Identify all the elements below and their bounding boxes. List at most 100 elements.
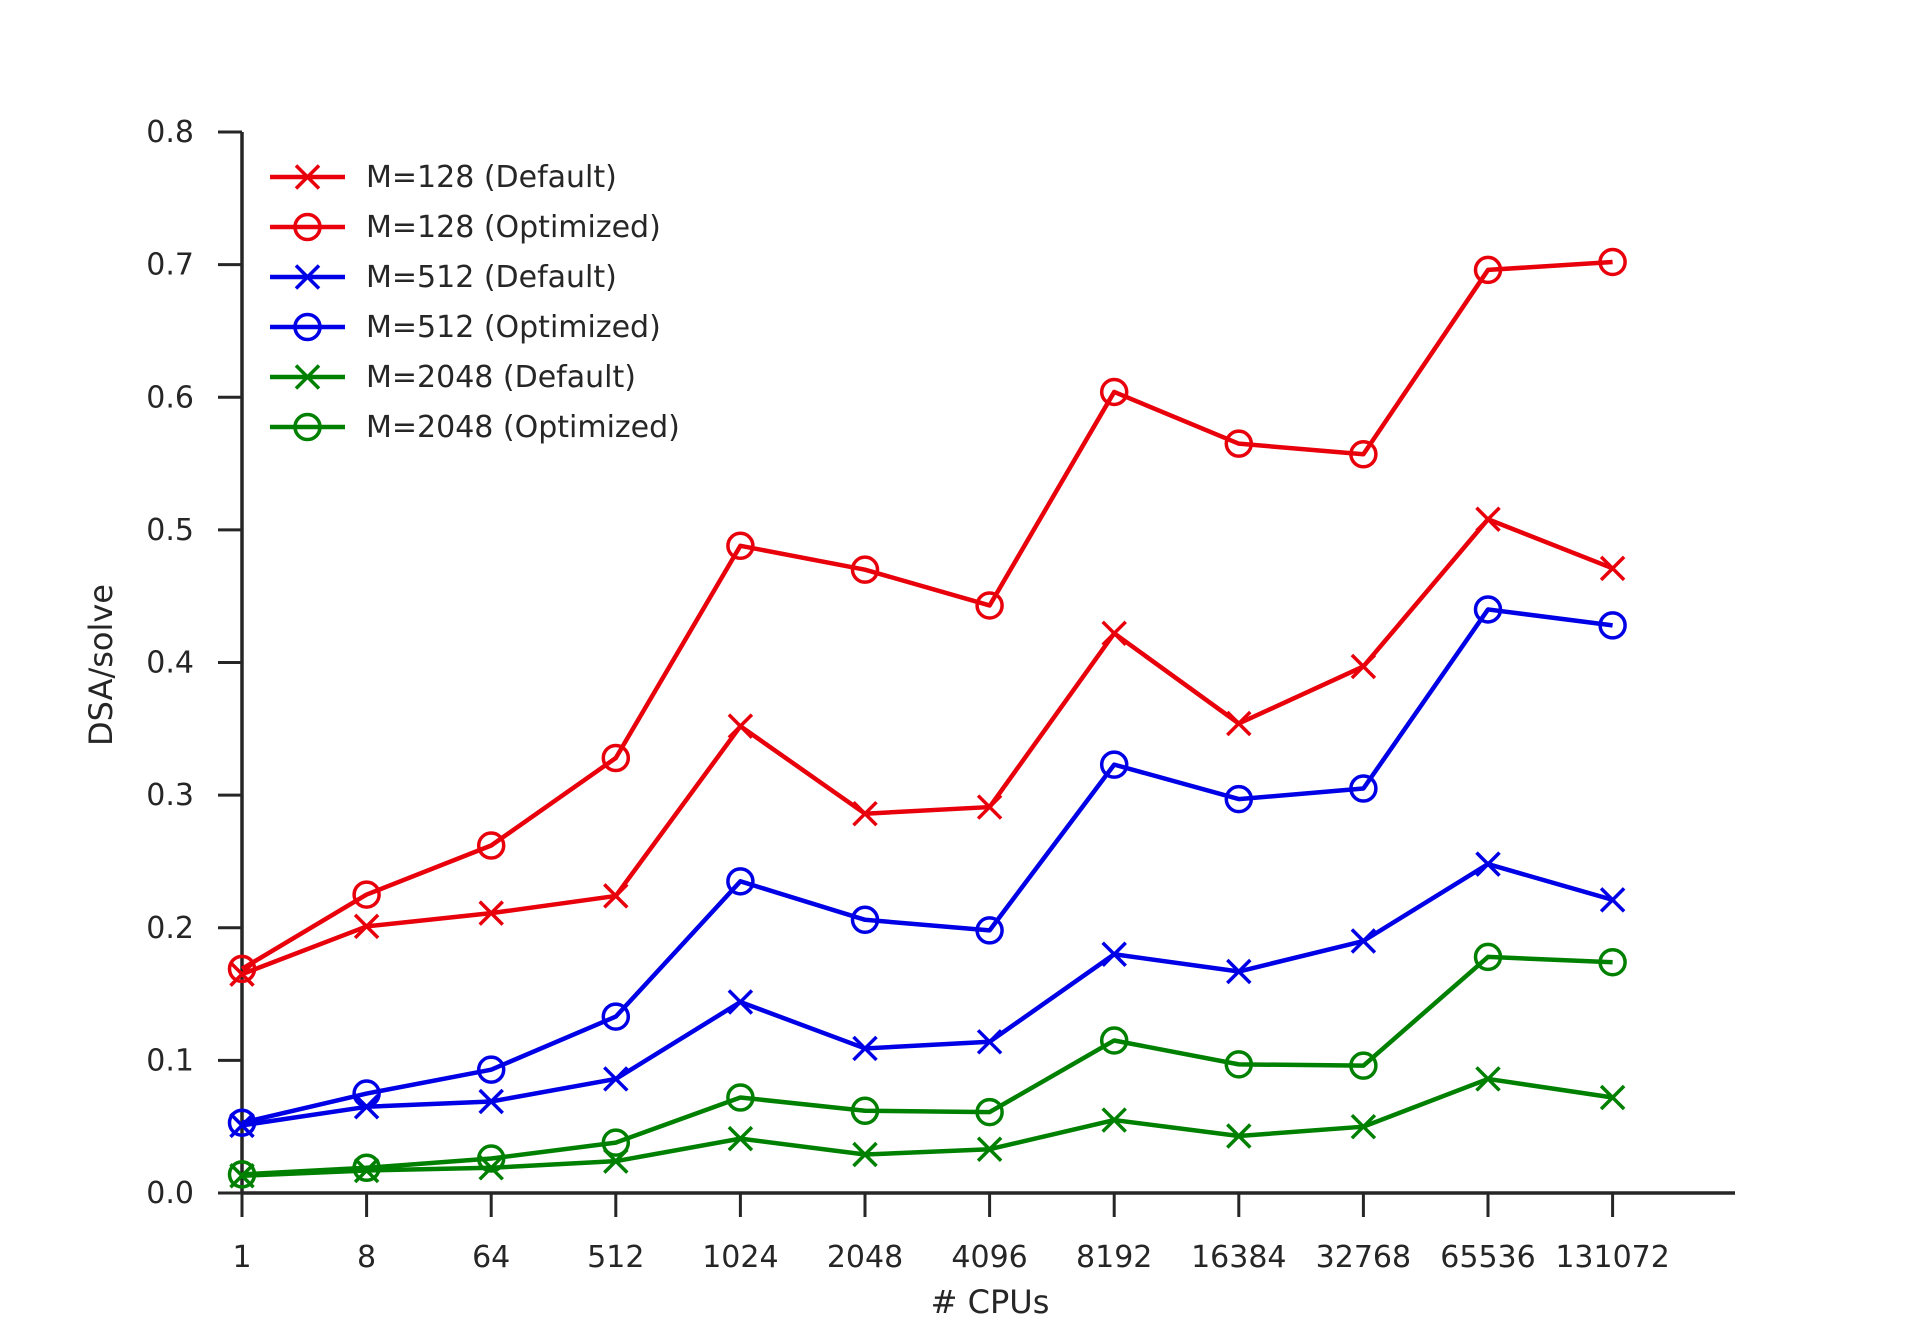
- data-point: [1349, 440, 1378, 469]
- y-tick-label: 0.3: [146, 778, 194, 813]
- data-point: [601, 1002, 631, 1031]
- legend-item: M=2048 (Optimized): [270, 410, 680, 445]
- data-point: [1599, 887, 1626, 913]
- data-point: [1099, 750, 1129, 779]
- data-point: [352, 1079, 381, 1108]
- data-point: [352, 1153, 381, 1183]
- x-tick-label: 64: [472, 1240, 510, 1275]
- data-point: [1101, 620, 1127, 647]
- x-tick-label: 8192: [1076, 1240, 1152, 1275]
- axes: 0.0 0.1 0.2 0.3 0.4 0.5 0.6 0.7 0.8 1 8 64 512 1024 20…: [146, 115, 1735, 1275]
- y-tick-label: 0.1: [146, 1043, 194, 1078]
- data-point: [727, 1125, 754, 1152]
- data-point: [1350, 1113, 1377, 1140]
- data-point: [726, 531, 755, 561]
- data-point: [1099, 377, 1129, 407]
- legend-marker-stroke: [294, 264, 321, 290]
- data-point: [1224, 429, 1254, 458]
- data-point: [478, 900, 504, 926]
- data-point: [727, 713, 754, 739]
- data-point: [1598, 947, 1627, 977]
- data-point-stroke: [727, 1125, 754, 1152]
- data-point: [353, 913, 380, 940]
- data-point: [1475, 1066, 1501, 1092]
- legend-label: M=128 (Default): [366, 160, 617, 195]
- series-5: [227, 942, 1627, 1189]
- legend-item: M=2048 (Default): [270, 360, 636, 395]
- data-point: [1101, 941, 1127, 968]
- data-point-stroke: [1350, 928, 1377, 954]
- series-line: [241, 607, 1613, 1125]
- x-tick-label: 4096: [951, 1240, 1027, 1275]
- data-point: [850, 555, 880, 584]
- legend-marker: [294, 364, 321, 390]
- legend-item: M=128 (Default): [270, 160, 617, 195]
- series-4: [229, 1066, 1626, 1189]
- series-1: [227, 247, 1627, 984]
- legend-marker: [294, 164, 321, 190]
- data-point-stroke: [478, 1155, 504, 1181]
- y-tick-label: 0.8: [146, 115, 194, 150]
- data-point-stroke: [1226, 958, 1252, 985]
- data-point: [1226, 710, 1252, 737]
- data-point: [1349, 774, 1378, 803]
- data-point: [476, 1055, 506, 1084]
- data-point-stroke: [976, 1136, 1003, 1162]
- x-tick-label: 512: [587, 1240, 644, 1275]
- x-tick-label: 32768: [1316, 1240, 1411, 1275]
- legend-marker: [294, 264, 321, 290]
- data-point-stroke: [1599, 1084, 1626, 1111]
- data-point-stroke: [852, 800, 878, 827]
- data-point: [726, 1083, 755, 1112]
- data-point: [976, 1029, 1003, 1055]
- data-point-stroke: [1475, 506, 1501, 533]
- series-2: [229, 851, 1626, 1139]
- data-point-stroke: [1101, 620, 1127, 647]
- data-point: [852, 800, 878, 827]
- data-point: [852, 1141, 878, 1168]
- y-axis-title: DSA/solve: [82, 584, 120, 746]
- legend-item: M=512 (Optimized): [270, 310, 661, 345]
- data-point: [852, 1035, 878, 1062]
- legend: M=128 (Default) M=128 (Optimized) M=512 (D…: [270, 160, 680, 445]
- data-point: [603, 883, 629, 909]
- data-point: [1349, 1051, 1378, 1080]
- legend-label: M=2048 (Optimized): [366, 410, 680, 445]
- data-point-stroke: [478, 1088, 504, 1115]
- data-point-stroke: [1475, 851, 1501, 877]
- data-point-stroke: [1101, 1107, 1127, 1133]
- x-tick-label: 16384: [1191, 1240, 1286, 1275]
- x-tick-label: 65536: [1440, 1240, 1535, 1275]
- data-point-stroke: [976, 1029, 1003, 1055]
- data-point-stroke: [1350, 1113, 1377, 1140]
- y-tick-label: 0.0: [146, 1176, 194, 1211]
- data-point: [975, 916, 1004, 945]
- data-point: [1598, 611, 1627, 640]
- data-point-stroke: [1599, 555, 1626, 582]
- data-point: [976, 1136, 1003, 1162]
- series-0: [229, 506, 1626, 987]
- legend-label: M=2048 (Default): [366, 360, 636, 395]
- data-point-stroke: [976, 794, 1003, 820]
- data-point-stroke: [478, 900, 504, 926]
- data-point-stroke: [1226, 1123, 1252, 1149]
- legend-label: M=128 (Optimized): [366, 210, 661, 245]
- series-line: [241, 1076, 1613, 1179]
- data-point: [1473, 255, 1503, 285]
- x-tick-label: 1: [232, 1240, 251, 1275]
- legend-marker: [293, 412, 322, 442]
- legend-marker-stroke: [294, 364, 321, 390]
- data-point: [352, 880, 381, 909]
- data-point: [603, 1066, 629, 1092]
- data-point: [1350, 928, 1377, 954]
- data-point-stroke: [603, 1066, 629, 1092]
- legend-marker-stroke: [294, 164, 321, 190]
- data-point: [726, 867, 755, 896]
- data-point: [1475, 506, 1501, 533]
- data-point: [976, 794, 1003, 820]
- x-axis-title: # CPUs: [931, 1283, 1050, 1320]
- data-point: [601, 743, 631, 773]
- x-tick-label: 2048: [827, 1240, 903, 1275]
- series-line: [241, 861, 1614, 1128]
- data-point-stroke: [852, 1141, 878, 1168]
